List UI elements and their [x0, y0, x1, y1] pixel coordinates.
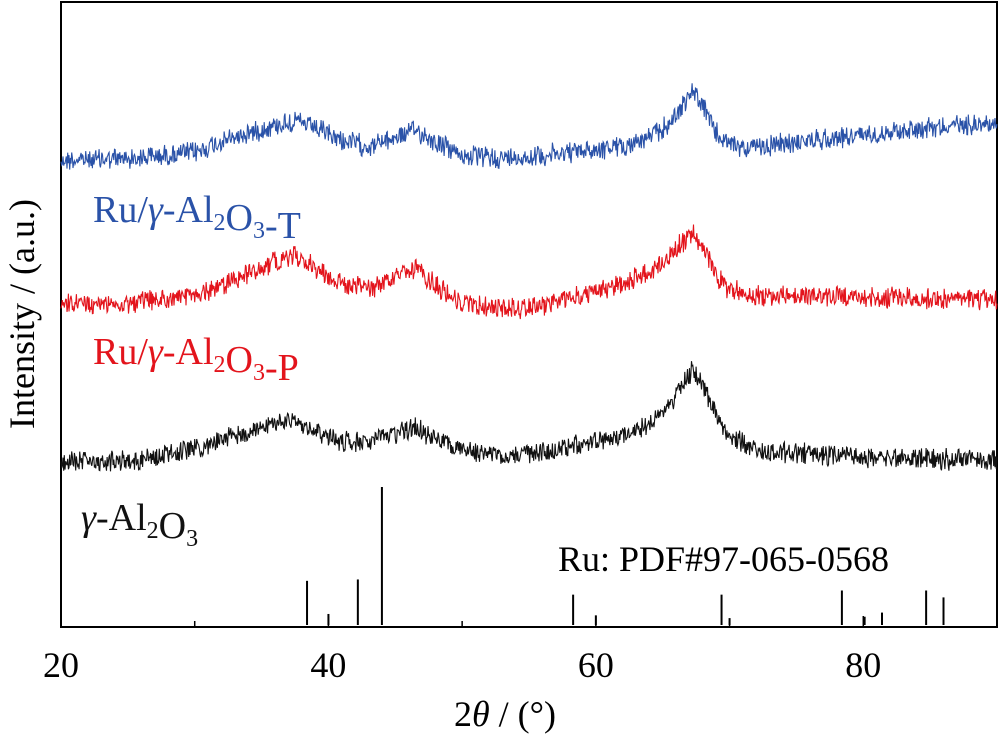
x-axis-label: 2θ / (°): [454, 694, 556, 734]
x-axis: 20 40 60 80: [43, 616, 998, 685]
plot-frame: [60, 1, 998, 628]
x-tick-label: 20: [43, 645, 79, 685]
series-label-1: Ru/γ-Al2O3-T: [93, 189, 301, 247]
reference-label: Ru: PDF#97-065-0568: [558, 539, 889, 579]
series-layer: [60, 83, 998, 472]
x-tick-label: 80: [845, 645, 881, 685]
series-labels: Ru/γ-Al2O3-T Ru/γ-Al2O3-P γ-Al2O3: [81, 189, 301, 552]
series-line-3: [60, 361, 998, 472]
series-label-3: γ-Al2O3: [81, 497, 198, 552]
series-line-1: [60, 83, 998, 170]
series-label-2: Ru/γ-Al2O3-P: [93, 331, 299, 389]
series-line-2: [60, 224, 998, 320]
x-tick-label: 40: [310, 645, 346, 685]
y-axis-label: Intensity / (a.u.): [2, 199, 42, 429]
x-tick-label: 60: [578, 645, 614, 685]
